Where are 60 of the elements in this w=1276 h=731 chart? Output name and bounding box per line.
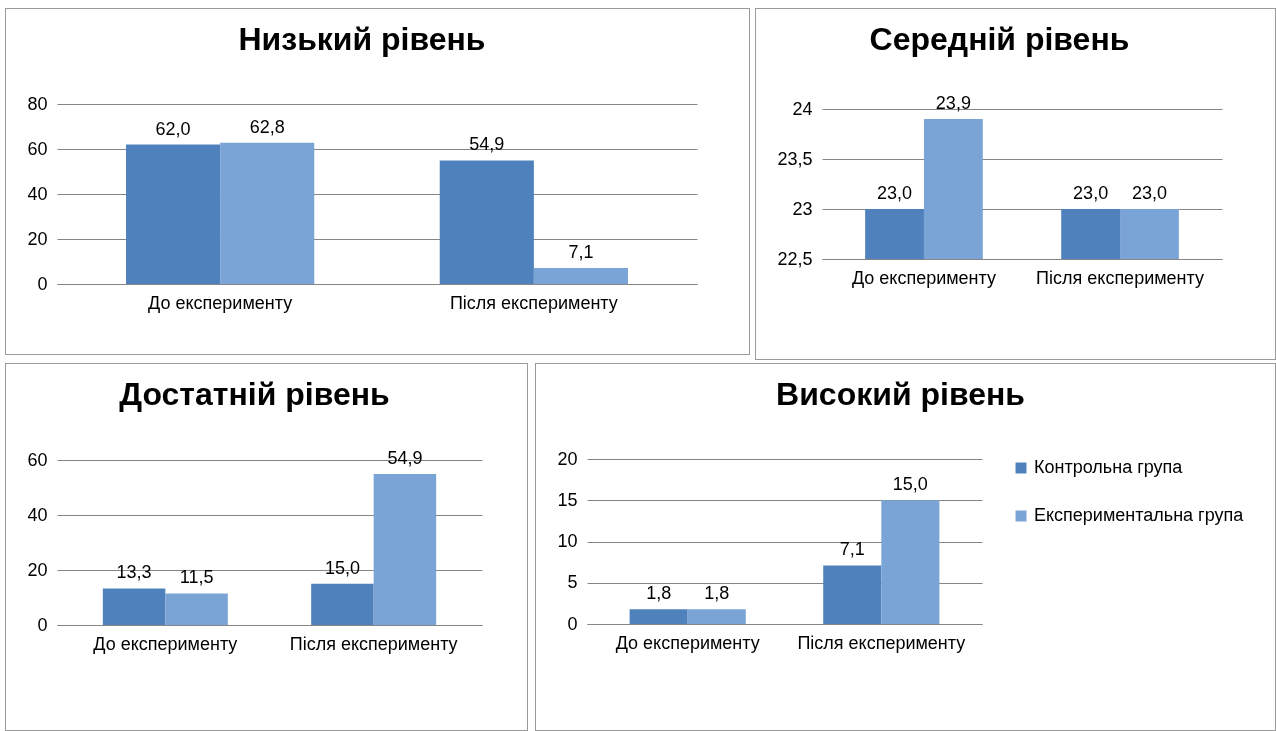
bar [439,160,534,284]
x-tick-label: До експерименту [615,632,760,653]
bar [311,583,374,625]
data-label: 54,9 [469,134,505,155]
x-tick-label: До експерименту [148,292,293,313]
legend-label: Експериментальна група [1034,505,1245,525]
y-tick-label: 60 [27,449,48,470]
data-label: 62,8 [249,116,285,137]
x-tick-label: Після експерименту [797,632,966,653]
data-label: 23,0 [1131,183,1167,203]
y-tick-label: 40 [27,183,48,204]
bar [629,609,688,624]
y-tick-label: 10 [557,531,578,551]
bar [220,142,315,284]
y-tick-label: 5 [567,572,578,593]
y-tick-label: 0 [567,613,578,634]
legend-label: Контрольна група [1034,457,1184,477]
data-label: 23,9 [935,93,971,113]
bar [373,474,437,625]
bar [102,588,166,625]
chart-title: Достатній рівень [119,376,390,413]
y-tick-label: 60 [27,138,48,159]
data-label: 11,5 [179,567,214,588]
data-label: 1,8 [646,583,672,604]
y-tick-label: 23,5 [777,148,813,169]
y-tick-label: 22,5 [777,248,813,269]
x-tick-label: До експерименту [851,267,997,288]
bar [533,268,628,284]
data-label: 1,8 [704,583,730,604]
y-tick-label: 80 [27,93,48,114]
x-tick-label: Після експерименту [289,633,458,654]
y-tick-label: 20 [27,228,48,249]
bar [165,593,228,625]
bar [126,144,221,284]
data-label: 62,0 [155,118,191,139]
bar [881,500,940,624]
data-label: 7,1 [839,539,865,560]
chart-title: Високий рівень [776,376,1025,412]
y-tick-label: 20 [27,559,48,580]
chart-title: Низький рівень [238,21,486,57]
y-tick-label: 0 [37,273,48,294]
y-tick-label: 24 [792,98,813,119]
data-label: 7,1 [568,242,594,263]
x-tick-label: До експерименту [93,633,238,654]
bar [823,565,882,624]
y-tick-label: 15 [557,489,578,510]
data-label: 13,3 [116,562,152,583]
data-label: 54,9 [387,448,423,469]
y-tick-label: 0 [37,614,48,635]
data-label: 15,0 [324,557,360,578]
data-label: 23,0 [1073,183,1109,203]
bar [687,609,746,624]
x-tick-label: Після експерименту [449,292,618,313]
data-label: 23,0 [877,183,913,203]
data-label: 15,0 [892,474,928,495]
chart-title: Середній рівень [869,21,1130,57]
x-tick-label: Після експерименту [1036,267,1204,288]
y-tick-label: 23 [792,198,813,219]
y-tick-label: 20 [557,448,578,469]
y-tick-label: 40 [27,504,48,525]
